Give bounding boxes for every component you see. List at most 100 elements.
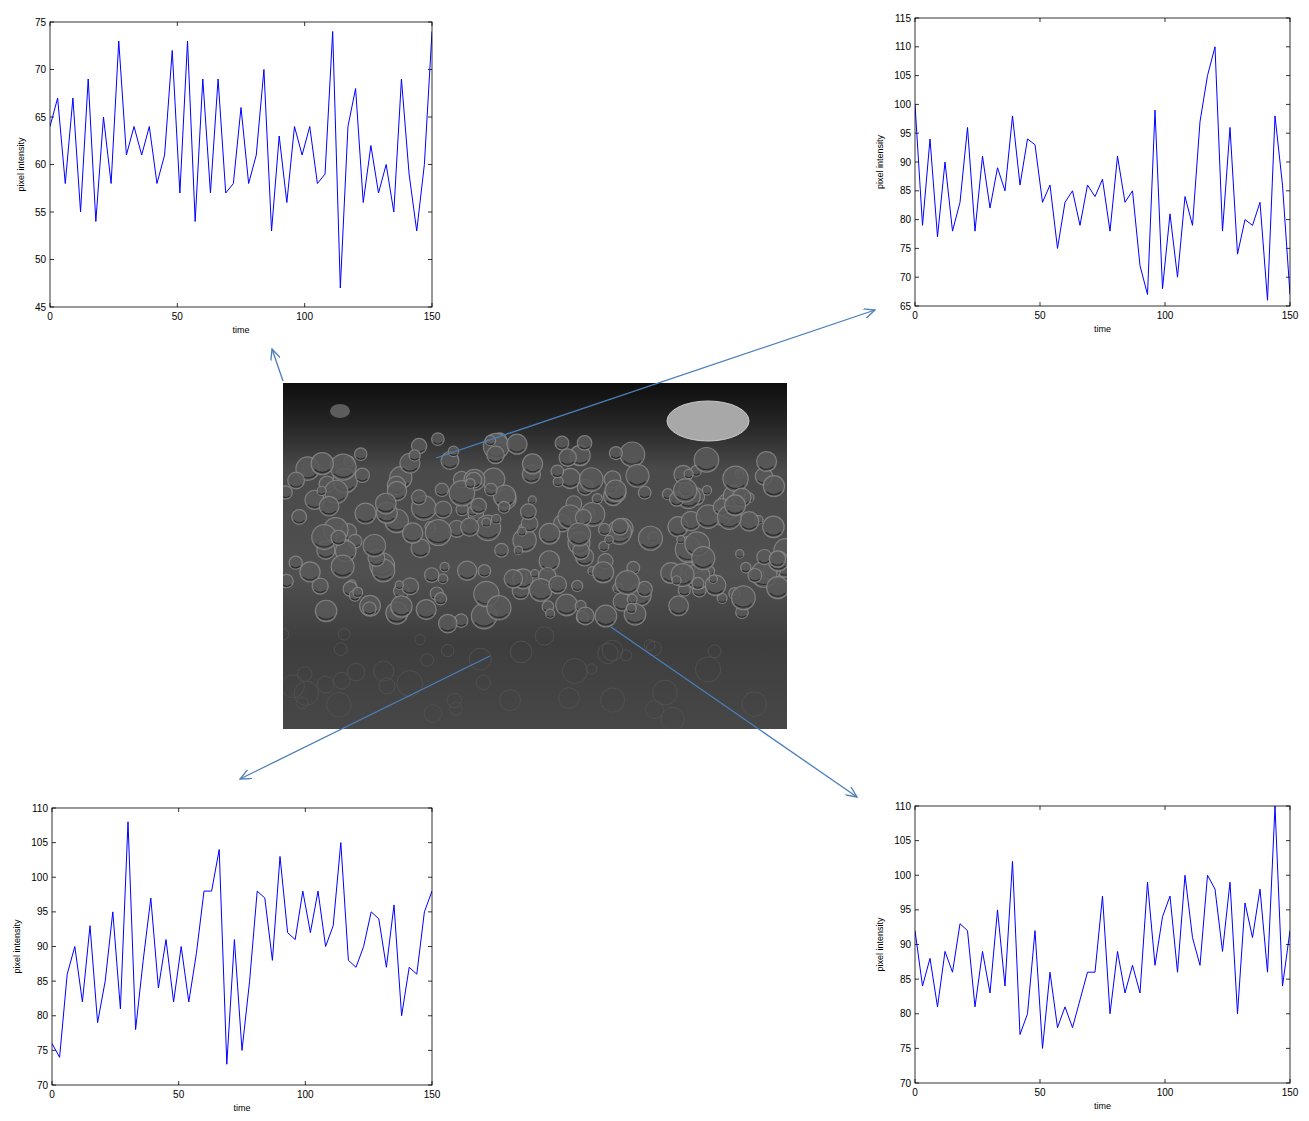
data-line xyxy=(52,822,432,1064)
droplet-shadow xyxy=(738,615,747,617)
line-group xyxy=(50,32,432,289)
droplet xyxy=(709,575,717,583)
faint-droplet xyxy=(338,628,350,640)
x-tick xyxy=(1165,18,1166,22)
droplet-shadow xyxy=(388,527,405,530)
x-tick-label: 0 xyxy=(912,1087,918,1098)
droplet-shadow xyxy=(542,539,556,542)
droplet-shadow xyxy=(642,544,659,547)
chart: 65707580859095100105110115050100150timep… xyxy=(875,13,1299,335)
droplet-shadow xyxy=(358,519,373,522)
y-tick-label: 75 xyxy=(900,1043,912,1054)
droplet xyxy=(605,480,626,501)
droplet xyxy=(441,452,459,470)
droplet-shadow xyxy=(456,624,465,626)
droplet-shadow xyxy=(523,516,534,518)
droplet-shadow xyxy=(351,598,359,600)
y-tick-label: 90 xyxy=(900,157,912,168)
y-tick-label: 80 xyxy=(900,214,912,225)
droplet-shadow xyxy=(573,589,581,591)
droplet-shadow xyxy=(525,479,538,482)
droplet xyxy=(723,466,748,491)
droplet xyxy=(577,436,591,450)
faint-droplet xyxy=(469,648,491,670)
droplet-shadow xyxy=(334,474,352,478)
faint-droplet xyxy=(334,643,347,656)
droplet-shadow xyxy=(437,514,449,516)
y-tick xyxy=(50,259,54,260)
droplet xyxy=(528,496,536,504)
droplet-shadow xyxy=(629,482,645,485)
y-tick-label: 95 xyxy=(900,128,912,139)
arrow xyxy=(436,310,875,458)
droplet xyxy=(580,468,604,492)
y-tick xyxy=(428,1050,432,1051)
faint-droplet xyxy=(327,692,352,717)
y-tick xyxy=(915,248,919,249)
droplet-shadow xyxy=(370,562,382,564)
droplet-shadow xyxy=(639,593,650,595)
droplet xyxy=(725,495,746,516)
droplet-shadow xyxy=(419,615,433,618)
droplet-shadow xyxy=(700,522,716,525)
droplet-shadow xyxy=(319,555,332,558)
droplet-shadow xyxy=(551,589,563,592)
droplet xyxy=(376,493,397,514)
droplet-shadow xyxy=(759,561,770,563)
droplet-shadow xyxy=(760,466,774,469)
y-tick-label: 70 xyxy=(900,272,912,283)
droplet-shadow xyxy=(766,491,781,494)
droplet-shadow xyxy=(750,579,760,581)
droplet xyxy=(539,523,560,544)
droplet-shadow xyxy=(533,596,549,599)
x-axis-label: time xyxy=(1094,1101,1111,1111)
y-tick xyxy=(1286,104,1290,105)
droplet xyxy=(559,449,576,466)
droplet xyxy=(593,562,614,583)
y-tick xyxy=(1286,909,1290,910)
droplet-shadow xyxy=(600,532,608,534)
droplet-shadow xyxy=(680,593,689,595)
faint-droplet xyxy=(510,641,532,663)
y-tick xyxy=(915,46,919,47)
y-tick-label: 90 xyxy=(37,941,49,952)
y-tick-label: 85 xyxy=(37,976,49,987)
droplet-shadow xyxy=(414,501,424,503)
droplet-shadow xyxy=(458,513,467,515)
x-tick-label: 100 xyxy=(296,311,313,322)
plot-area xyxy=(52,808,432,1085)
y-tick xyxy=(915,219,919,220)
x-tick xyxy=(1040,806,1041,810)
droplet-shadow xyxy=(469,514,476,515)
y-tick xyxy=(428,946,432,947)
droplet xyxy=(674,479,697,502)
droplet xyxy=(292,510,307,525)
droplet xyxy=(471,498,487,514)
droplet-shadow xyxy=(695,593,705,595)
figure: 45505560657075050100150timepixel intensi… xyxy=(0,0,1309,1121)
droplet xyxy=(440,562,449,571)
droplet-shadow xyxy=(444,465,456,468)
x-axis-label: time xyxy=(1094,324,1111,334)
droplet xyxy=(763,516,785,538)
droplet-shadow xyxy=(497,554,507,556)
y-tick xyxy=(1286,190,1290,191)
y-tick xyxy=(915,909,919,910)
droplet xyxy=(416,600,436,620)
droplet xyxy=(748,568,762,582)
droplet-shadow xyxy=(427,579,437,581)
y-tick xyxy=(52,981,56,982)
faint-droplet xyxy=(294,681,318,705)
droplet xyxy=(514,546,522,554)
droplet xyxy=(705,575,726,596)
droplet xyxy=(518,527,527,536)
x-tick xyxy=(178,1081,179,1085)
droplet-shadow xyxy=(698,466,715,470)
x-tick xyxy=(178,808,179,812)
droplet-shadow xyxy=(578,561,591,564)
droplet-shadow xyxy=(403,468,417,471)
arrow xyxy=(611,627,857,797)
x-tick xyxy=(304,22,305,26)
droplet xyxy=(732,586,756,610)
droplet-shadow xyxy=(480,574,489,576)
